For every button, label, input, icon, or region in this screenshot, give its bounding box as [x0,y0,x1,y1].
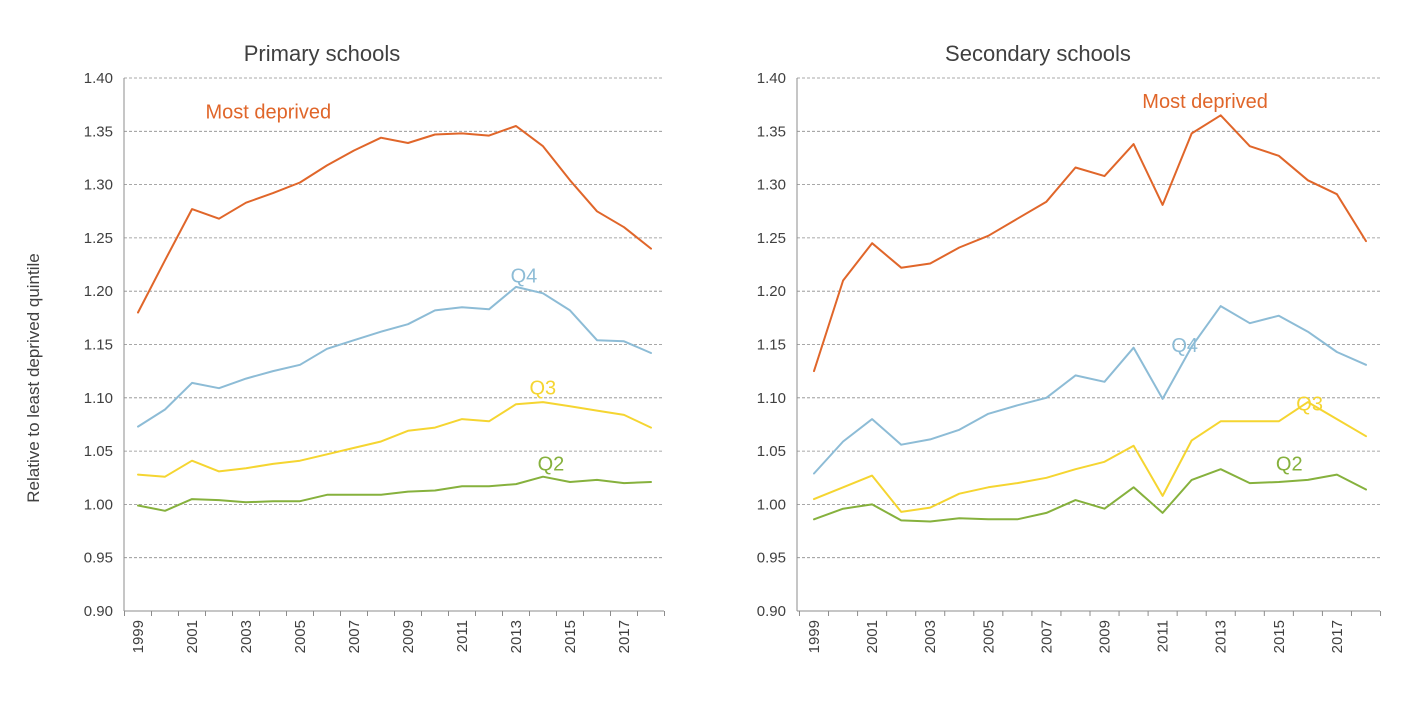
x-tick-label: 2009 [400,620,417,653]
y-tick-label: 0.90 [757,603,786,620]
y-tick-label: 1.35 [757,123,786,140]
y-tick-label: 1.00 [757,496,786,513]
series-line-q2 [813,468,1367,523]
x-tick-label: 2001 [864,620,881,653]
y-tick-label: 0.95 [84,550,113,567]
x-tick-label: 2003 [922,620,939,653]
x-tick-label: 2007 [1038,620,1055,653]
series-label-q4: Q4 [1171,335,1198,357]
y-tick-label: 1.15 [757,337,786,354]
series-label-q3: Q3 [530,378,557,400]
x-tick-label: 2011 [454,620,471,652]
secondary-schools-panel: Secondary schools 0.90 0.95 1.00 1.05 1.10 1.1… [757,41,1382,653]
y-tick-label: 0.95 [757,550,786,567]
x-tick-label: 2013 [1213,620,1230,653]
series-line-q3 [137,401,652,478]
chart-title: Primary schools [244,41,400,66]
y-tick-label: 1.05 [84,443,113,460]
series-line-q4 [137,285,652,428]
x-tick-label: 2005 [980,620,997,653]
series-label-q2: Q2 [538,453,565,475]
series-label-most-deprived: Most deprived [1142,91,1268,113]
y-tick-label: 1.20 [757,283,786,300]
y-tick-label: 0.90 [84,603,113,620]
x-tick-label: 1999 [806,620,823,653]
y-tick-label: 1.40 [84,70,113,87]
series-line-q4 [813,305,1367,475]
series-label-q3: Q3 [1296,394,1323,416]
series-line-most-deprived [813,114,1367,373]
x-tick-label: 2017 [1329,620,1346,653]
x-tick-label: 2007 [346,620,363,653]
y-tick-label: 1.00 [84,496,113,513]
x-tick-label: 2003 [238,620,255,653]
x-tick-label: 2015 [562,620,579,653]
y-tick-label: 1.20 [84,283,113,300]
x-tick-label: 2005 [292,620,309,653]
x-tick-label: 1999 [130,620,147,653]
x-tick-label: 2001 [184,620,201,653]
y-tick-label: 1.10 [757,390,786,407]
x-tick-label: 2009 [1097,620,1114,653]
y-tick-label: 1.25 [84,230,113,247]
y-tick-label: 1.35 [84,123,113,140]
series-label-q2: Q2 [1276,453,1303,475]
y-tick-label: 1.25 [757,230,786,247]
series-label-q4: Q4 [511,266,538,288]
y-tick-label: 1.40 [757,70,786,87]
series-line-q2 [137,475,652,512]
y-tick-label: 1.30 [757,177,786,194]
y-tick-label: 1.15 [84,337,113,354]
series-label-most-deprived: Most deprived [206,102,332,124]
chart-title: Secondary schools [945,41,1131,66]
series-line-q3 [813,401,1367,513]
series-line-most-deprived [137,125,652,314]
y-tick-label: 1.10 [84,390,113,407]
x-tick-label: 2013 [508,620,525,653]
x-tick-label: 2017 [616,620,633,653]
primary-schools-panel: Primary schools 0.90 0.95 1.00 1.05 1.10 1.15 1… [84,41,665,653]
y-axis-label: Relative to least deprived quintile [24,253,43,502]
x-tick-label: 2011 [1155,620,1172,652]
y-tick-label: 1.05 [757,443,786,460]
x-tick-label: 2015 [1271,620,1288,653]
y-tick-label: 1.30 [84,177,113,194]
